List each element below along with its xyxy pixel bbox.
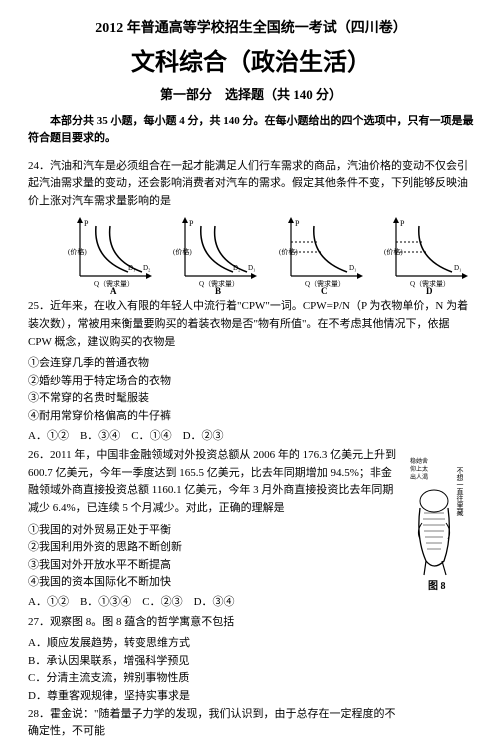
axis-p: P xyxy=(84,219,89,228)
svg-text:P: P xyxy=(189,219,194,228)
chart-d: P (价格) D₁ Q（需求量） D xyxy=(384,214,474,294)
chart-a: P (价格) D₁ D₂ Q（需求量） A xyxy=(68,214,158,294)
q25-text: 25．近年来，在收入有限的年轻人中流行着"CPW"一词。CPW=P/N（P 为衣… xyxy=(28,298,474,351)
instructions: 本部分共 35 小题，每小题 4 分，共 140 分。在每小题给出的四个选项中，… xyxy=(28,113,474,148)
section-title: 第一部分 选择题（共 140 分） xyxy=(28,85,474,105)
q27-optD: D．尊重客观规律，坚持实事求是 xyxy=(28,688,400,706)
q27-optA: A．顺应发展趋势，转变思维方式 xyxy=(28,635,400,653)
svg-text:D₁: D₁ xyxy=(454,264,462,272)
q26-opt3: ③我国对外开放水平不断提高 xyxy=(28,557,400,575)
svg-text:A: A xyxy=(110,286,117,294)
q25-opt4: ④耐用常穿价格偏高的牛仔裤 xyxy=(28,408,474,426)
svg-text:C: C xyxy=(321,286,328,294)
figure-8: 不想一直往里藏 稳她舍 仰上太 出人渴 图 8 xyxy=(404,453,474,599)
q24-charts: P (价格) D₁ D₂ Q（需求量） A P (价格) D₂ D₁ Q（需求量… xyxy=(68,214,474,294)
q27-optB: B．承认因果联系，增强科学预见 xyxy=(28,653,400,671)
q26-choices: A．①② B．①③④ C．②③ D．③④ xyxy=(28,594,400,612)
svg-text:P: P xyxy=(400,219,405,228)
svg-text:D₂: D₂ xyxy=(233,264,241,272)
q25-choices: A．①② B．③④ C．①④ D．②③ xyxy=(28,428,474,446)
svg-text:D₁: D₁ xyxy=(349,264,357,272)
q25-opt3: ③不常穿的名贵时髦服装 xyxy=(28,390,474,408)
svg-text:出人渴: 出人渴 xyxy=(410,473,428,481)
svg-text:(价格): (价格) xyxy=(173,247,192,256)
svg-text:稳她舍: 稳她舍 xyxy=(410,457,428,465)
q27-optC: C．分清主流支流，辨别事物性质 xyxy=(28,670,400,688)
svg-text:D: D xyxy=(426,286,433,294)
svg-text:(价格): (价格) xyxy=(68,247,87,256)
svg-text:仰上太: 仰上太 xyxy=(410,465,428,473)
svg-text:D₁: D₁ xyxy=(248,264,256,272)
q25-opt1: ①会连穿几季的普通衣物 xyxy=(28,355,474,373)
q28-text: 28．霍金说："随着量子力学的发现，我们认识到，由于总存在一定程度的不确定性，不… xyxy=(28,706,400,741)
chart-b: P (价格) D₂ D₁ Q（需求量） B xyxy=(173,214,263,294)
q26-opt4: ④我国的资本国际化不断加快 xyxy=(28,574,400,592)
q27-text: 27．观察图 8。图 8 蕴含的哲学寓意不包括 xyxy=(28,614,400,632)
chart-c: P (价格) D₁ Q（需求量） C xyxy=(279,214,369,294)
q25-opt2: ②婚纱等用于特定场合的衣物 xyxy=(28,373,474,391)
q24-text: 24．汽油和汽车是必须组合在一起才能满足人们行车需求的商品，汽油价格的变动不仅会… xyxy=(28,158,474,211)
q26-opt1: ①我国的对外贸易正处于平衡 xyxy=(28,522,400,540)
sub-title: 文科综合（政治生活） xyxy=(28,45,474,81)
svg-text:D₁: D₁ xyxy=(128,264,136,272)
svg-text:不想一直往里藏: 不想一直往里藏 xyxy=(456,467,464,517)
svg-text:P: P xyxy=(295,219,300,228)
q26-opt2: ②我国利用外资的思路不断创新 xyxy=(28,539,400,557)
q26-text: 26．2011 年，中国非金融领域对外投资总额从 2006 年的 176.3 亿… xyxy=(28,447,400,517)
svg-text:B: B xyxy=(215,286,221,294)
main-title: 2012 年普通高等学校招生全国统一考试（四川卷） xyxy=(28,18,474,39)
svg-text:D₂: D₂ xyxy=(143,264,151,272)
svg-text:图 8: 图 8 xyxy=(428,580,446,592)
